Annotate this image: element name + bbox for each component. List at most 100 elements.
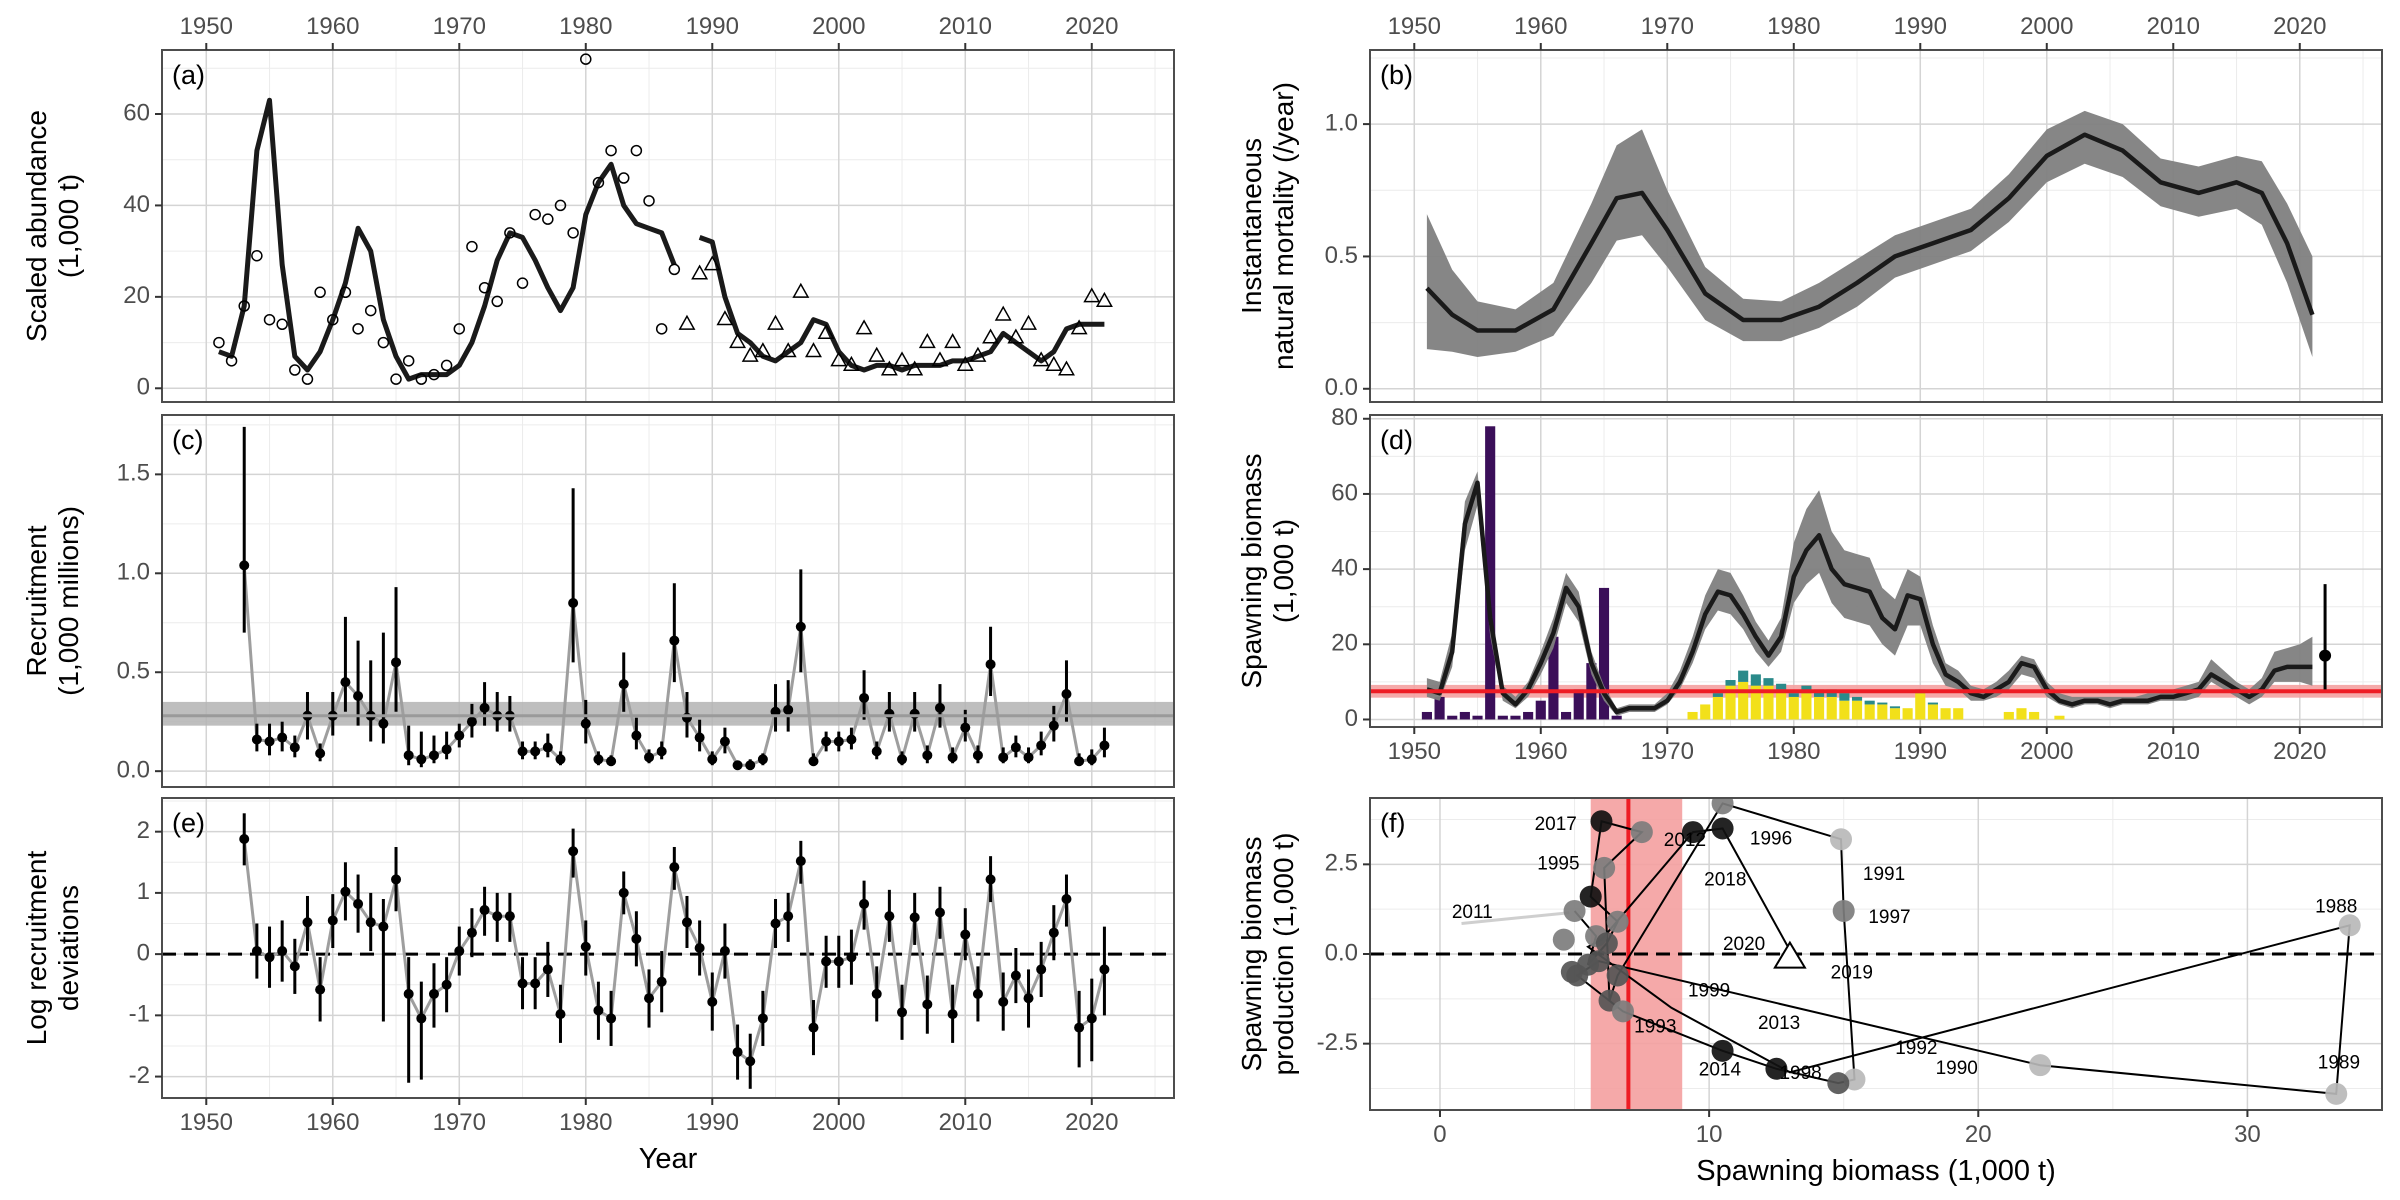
y-axis-label-line2: (1,000 millions) bbox=[53, 506, 84, 696]
series-line bbox=[218, 97, 1105, 382]
data-point bbox=[757, 1013, 768, 1024]
y-tick-label: 60 bbox=[1331, 479, 1358, 506]
data-point bbox=[454, 946, 465, 957]
y-axis-label-line1: Scaled abundance bbox=[21, 110, 52, 342]
panel-d: (d) 0 20 40 60 80 1950 1960 1970 1980 1990 2000 2010… bbox=[1236, 404, 2383, 765]
data-point bbox=[1023, 993, 1034, 1004]
x-tick-label: 1990 bbox=[1894, 13, 1947, 40]
catch-bar bbox=[1889, 708, 1901, 720]
data-point bbox=[947, 752, 958, 763]
x-tick-label: 30 bbox=[2234, 1121, 2261, 1148]
y-tick-label: 20 bbox=[1331, 630, 1358, 657]
y-tick-label: 0 bbox=[137, 374, 150, 401]
panel-background bbox=[1370, 50, 2382, 402]
catch-bar bbox=[1535, 700, 1546, 720]
data-point bbox=[719, 736, 730, 747]
data-point bbox=[1045, 355, 1063, 371]
data-point bbox=[416, 754, 427, 765]
panel-a: (a) 0 20 40 60 1950 1960 1970 1980 1990 2000 2010 20… bbox=[21, 13, 1175, 403]
panel-frame bbox=[161, 797, 1175, 1099]
catch-bar bbox=[1485, 426, 1496, 720]
data-point bbox=[884, 708, 895, 719]
data-point bbox=[985, 874, 996, 885]
catch-bar bbox=[1889, 706, 1901, 709]
data-point bbox=[504, 911, 515, 922]
x-tick-label: 1990 bbox=[686, 1109, 739, 1136]
data-point bbox=[1061, 689, 1072, 699]
year-label: 1988 bbox=[2315, 896, 2357, 917]
catch-bar bbox=[1421, 711, 1432, 720]
x-tick-label: 1980 bbox=[559, 1109, 612, 1136]
data-point bbox=[795, 856, 806, 867]
data-point bbox=[618, 887, 629, 898]
data-point bbox=[251, 249, 263, 262]
data-point bbox=[770, 918, 781, 929]
x-tick-label: 1960 bbox=[306, 1109, 359, 1136]
reference-band bbox=[162, 701, 1174, 726]
y-tick-label: 80 bbox=[1331, 404, 1358, 431]
data-point bbox=[821, 956, 832, 967]
data-point bbox=[934, 907, 945, 918]
y-tick-label: 2 bbox=[137, 817, 150, 844]
data-point bbox=[741, 346, 759, 362]
y-axis-label-line1: Spawning biomass bbox=[1236, 836, 1267, 1071]
y-axis-label: Spawning biomassproduction (1,000 t) bbox=[1236, 833, 1299, 1076]
data-point bbox=[301, 373, 314, 385]
data-point bbox=[542, 213, 554, 225]
panel-tag: (b) bbox=[1380, 60, 1413, 90]
data-point bbox=[972, 750, 983, 761]
data-point bbox=[277, 732, 288, 743]
catch-bar bbox=[1839, 700, 1850, 720]
data-point bbox=[631, 933, 642, 944]
data-point bbox=[606, 756, 617, 767]
data-point bbox=[960, 722, 971, 733]
year-label: 1996 bbox=[1750, 828, 1792, 849]
data-point bbox=[263, 313, 276, 326]
x-tick-label: 1960 bbox=[1514, 738, 1567, 765]
data-point bbox=[605, 144, 617, 157]
catch-bar bbox=[1877, 702, 1888, 705]
x-tick-label: 2010 bbox=[2147, 738, 2200, 765]
y-tick-label: 1.0 bbox=[117, 559, 150, 586]
x-tick-label: 1970 bbox=[1641, 738, 1694, 765]
data-point bbox=[969, 346, 987, 362]
x-tick-label: 1970 bbox=[433, 13, 486, 40]
data-point bbox=[1070, 319, 1088, 335]
confidence-ribbon bbox=[1426, 110, 2313, 358]
plot-area bbox=[213, 53, 1113, 385]
data-point bbox=[617, 172, 630, 184]
catch-bar bbox=[1687, 711, 1698, 720]
data-point bbox=[1593, 856, 1616, 879]
data-point bbox=[251, 946, 262, 957]
data-point bbox=[276, 318, 288, 331]
year-label: 1998 bbox=[1779, 1063, 1821, 1084]
data-point bbox=[1032, 351, 1050, 367]
data-point bbox=[631, 730, 642, 741]
y-tick-label: 0.0 bbox=[117, 757, 150, 784]
data-point bbox=[277, 946, 288, 957]
data-point bbox=[655, 323, 668, 335]
y-tick-label: 0 bbox=[1345, 705, 1358, 732]
data-point bbox=[909, 708, 920, 719]
data-point bbox=[871, 988, 882, 999]
y-tick-label: 0.5 bbox=[117, 658, 150, 685]
catch-bar bbox=[1877, 704, 1888, 720]
data-point bbox=[855, 319, 873, 335]
catch-bar bbox=[1851, 700, 1863, 720]
data-point bbox=[327, 313, 339, 326]
data-point bbox=[239, 834, 250, 845]
data-point bbox=[264, 736, 275, 747]
x-tick-label: 2020 bbox=[1065, 1109, 1118, 1136]
data-point bbox=[1560, 960, 1583, 983]
data-point bbox=[568, 597, 579, 608]
data-point bbox=[1036, 740, 1047, 751]
x-tick-label: 1950 bbox=[1388, 738, 1441, 765]
catch-bar bbox=[1763, 685, 1774, 720]
x-tick-label: 2000 bbox=[812, 13, 865, 40]
catch-bar bbox=[2029, 711, 2040, 720]
data-point bbox=[238, 300, 250, 312]
data-point bbox=[1711, 798, 1734, 815]
catch-bar bbox=[1776, 689, 1787, 720]
x-axis-label: Spawning biomass (1,000 t) bbox=[1696, 1155, 2055, 1187]
x-tick-label: 2010 bbox=[2147, 13, 2200, 40]
